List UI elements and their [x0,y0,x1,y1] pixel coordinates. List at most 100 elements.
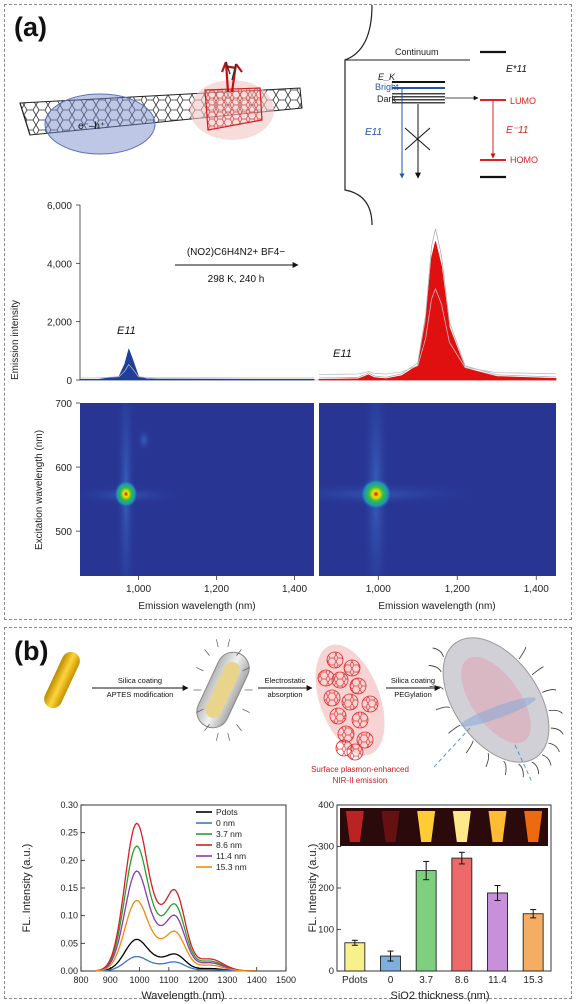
fl-bar [344,942,366,972]
fl-legend-label: Pdots [216,807,238,817]
fl-line-y-tick-label: 0.10 [60,911,78,921]
emission-y-axis-label: Emission intensity [10,300,21,380]
series-before-ghost [79,363,314,379]
series-after-area [318,241,557,381]
fl-line-x-tick-label: 900 [103,975,118,985]
fl-legend-label: 11.4 nm [216,851,246,861]
step3-bottom-label: PEGylation [394,690,432,699]
vial [417,811,436,842]
nanotube-illustration: e⁻–h⁺ [19,61,303,155]
panel-b-label: (b) [14,636,49,666]
fl-legend-label: 8.6 nm [216,840,242,850]
pdot [349,677,367,695]
heatmap-x-tick-label: 1,400 [524,584,549,595]
fl-bar [415,870,437,972]
peg-chain [518,646,527,660]
bright-label: Bright [375,82,399,92]
peg-chain [485,752,490,768]
fl-line-y-tick-label: 0.15 [60,883,78,893]
heatmap-y-tick-label: 500 [55,527,72,538]
fl-bar-y-tick-label: 200 [318,883,334,894]
heatmap-x-tick-label: 1,200 [204,584,229,595]
vial [524,811,543,842]
fl-bar [451,857,473,972]
e11-arrow-label: E11 [365,127,382,138]
fl-line-x-tick-label: 1500 [276,975,296,985]
peg-chain [429,685,444,690]
pdots-assembly [315,644,385,761]
fl-line-series [95,822,257,972]
fl-bar-x-tick-label: Pdots [342,975,368,986]
reaction-reagent: (NO2)C6H4N2+ BF4− [187,247,286,258]
fl-line-x-tick-label: 1300 [217,975,237,985]
fl-legend-label: 15.3 nm [216,862,247,872]
pdot [341,693,359,711]
peg-chain [542,689,557,693]
silane-ligand [204,724,210,731]
heatmap-x-tick-label: 1,400 [282,584,307,595]
fl-line-series [95,870,257,972]
peg-chain [531,761,540,775]
heatmap-y-axis-label: Excitation wavelength (nm) [34,430,45,550]
heatmap-y-tick-label: 600 [55,463,72,474]
fl-bar [487,892,508,972]
silane-ligand [227,732,230,741]
series-after-ghost-2 [318,287,557,375]
fl-line-x-axis-label: Wavelength (nm) [141,990,224,1002]
silane-ligand [216,639,219,648]
energy-diagram: Continuum E*11 E_K Bright Dark E11 LUMO … [344,4,538,226]
continuum-label: Continuum [395,47,439,57]
vial-photo [340,808,548,846]
panel-a [4,4,572,620]
peak-label-before: E11 [117,325,136,337]
fl-line-y-tick-label: 0.30 [60,800,78,810]
silane-ligand [242,667,250,672]
heatmap-x-axis-label-right: Emission wavelength (nm) [378,601,495,612]
step1-top-label: Silica coating [118,676,162,685]
step1-bottom-label: APTES modification [107,690,174,699]
fl-bar-x-axis-label: SiO2 thickness (nm) [390,990,489,1002]
homo-label: HOMO [510,155,538,165]
peg-chain [432,647,444,657]
fl-bar [522,913,544,972]
fl-bar-x-tick-label: 8.6 [455,975,469,986]
gold-nanorod [44,651,80,709]
fl-line-x-tick-label: 1100 [159,975,178,985]
peg-chain [465,740,474,754]
vial [452,811,471,842]
silane-ligand [216,732,219,741]
fl-legend-label: 0 nm [216,818,235,828]
silane-ligand [204,649,210,656]
pdot [343,659,361,677]
emission-y-tick-label: 2,000 [47,318,72,329]
peg-chain [550,727,564,735]
caption-line-2: NIR-II emission [333,776,388,785]
panel-b [4,627,572,999]
peg-chain [541,754,552,766]
heatmap-x-tick-label: 1,200 [445,584,470,595]
caption-line-1: Surface plasmon-enhanced [311,765,409,774]
fl-bar-x-tick-label: 15.3 [523,975,543,986]
fl-line-series [95,955,257,972]
fl-bar-y-tick-label: 400 [318,800,334,811]
fl-line-series [95,899,257,972]
peg-chain [448,724,461,734]
fl-bar-y-axis-label: FL. Intensity (a.u.) [307,844,319,933]
peak-label-after: E11 [333,348,352,360]
fl-line-frame [80,804,287,972]
pdot [331,671,349,689]
fl-bar-x-tick-label: 11.4 [488,975,507,986]
heatmap-x-axis-label-left: Emission wavelength (nm) [138,601,255,612]
exciton-ellipse [44,93,156,155]
ek-label: E_K [378,72,396,82]
peg-chain [548,709,563,714]
fl-bar-x-tick-label: 0 [388,975,394,986]
step2-top-label: Electrostatic [265,676,306,685]
fl-spectra-chart: 0.00 0.05 0.10 0.15 0.20 0.25 0.30 800 900 1000 1… [21,800,296,1002]
emission-y-tick-label: 6,000 [47,201,72,212]
fl-line-x-tick-label: 1200 [188,975,208,985]
silane-ligand [227,639,230,648]
pdot [361,695,379,713]
emission-y-tick-label: 0 [66,376,72,387]
